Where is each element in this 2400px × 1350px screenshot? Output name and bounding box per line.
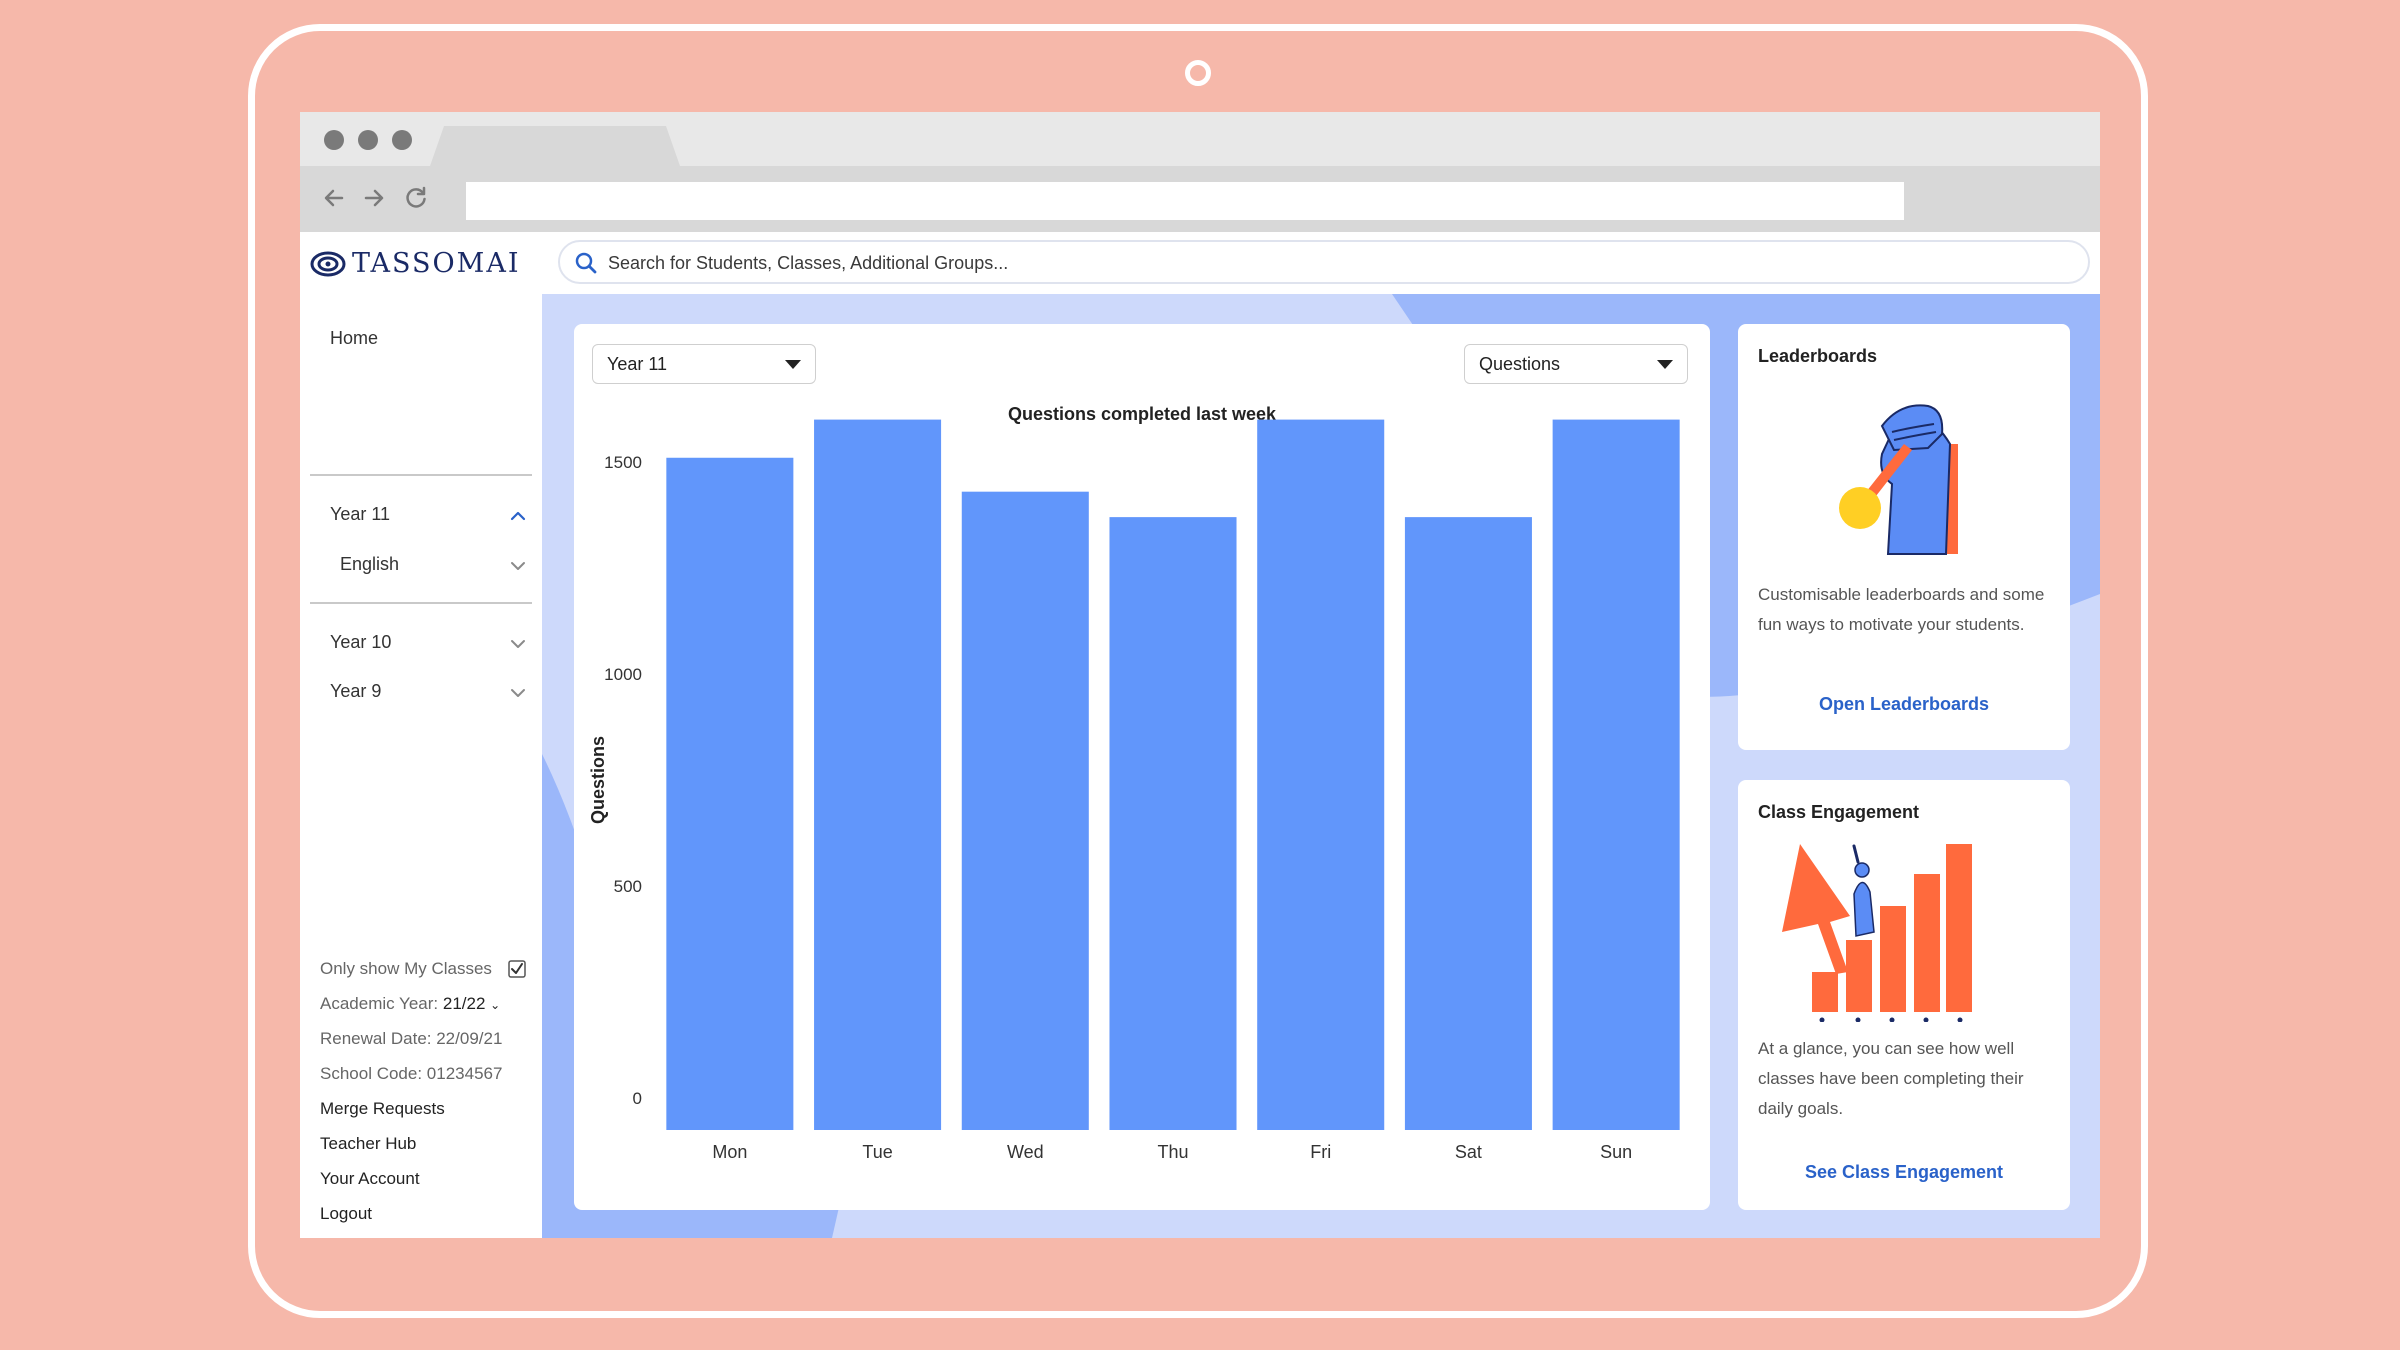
sidebar: TASSOMAI Home Year 11 English Year 10 Ye… xyxy=(300,232,542,1238)
sidebar-item-year-11[interactable]: Year 11 xyxy=(330,504,536,525)
chart-card: Year 11 Questions Questions completed la… xyxy=(574,324,1710,1210)
bar-tue xyxy=(814,419,942,1131)
x-tick-label: Sun xyxy=(1600,1142,1632,1162)
y-tick-label: 1500 xyxy=(604,453,642,472)
caret-down-icon xyxy=(785,360,801,369)
academic-year-value: 21/22 xyxy=(442,994,486,1013)
x-tick-label: Mon xyxy=(712,1142,747,1162)
y-tick-label: 500 xyxy=(614,877,642,896)
app-area: TASSOMAI Home Year 11 English Year 10 Ye… xyxy=(300,232,2100,1238)
only-my-classes-label: Only show My Classes xyxy=(320,959,492,978)
search-placeholder: Search for Students, Classes, Additional… xyxy=(608,253,1009,273)
tablet-frame xyxy=(248,24,2148,1318)
forward-arrow-icon[interactable] xyxy=(360,184,388,212)
bar-fri xyxy=(1257,419,1385,1131)
sidebar-item-label: Year 11 xyxy=(330,504,391,524)
metric-select-value: Questions xyxy=(1479,354,1561,374)
y-tick-label: 0 xyxy=(633,1089,642,1108)
window-maximize-dot[interactable] xyxy=(392,130,412,150)
metric-select[interactable]: Questions xyxy=(1464,344,1688,384)
address-bar[interactable] xyxy=(466,182,1904,220)
bar-wed xyxy=(961,491,1089,1130)
year-select-value: Year 11 xyxy=(607,354,668,374)
class-engagement-card: Class Engagement At xyxy=(1738,780,2070,1210)
sidebar-divider xyxy=(310,474,532,476)
back-arrow-icon[interactable] xyxy=(320,184,348,212)
logo-text: TASSOMAI xyxy=(352,248,521,279)
browser-titlebar xyxy=(300,112,2100,166)
leaderboards-description: Customisable leaderboards and some fun w… xyxy=(1758,585,2045,634)
y-axis-label: Questions xyxy=(588,736,608,824)
your-account-link[interactable]: Your Account xyxy=(320,1169,420,1188)
x-tick-label: Sat xyxy=(1455,1142,1482,1162)
tassomai-logo-icon xyxy=(310,251,346,276)
x-tick-label: Thu xyxy=(1157,1142,1188,1162)
y-tick-label: 1000 xyxy=(604,665,642,684)
window-minimize-dot[interactable] xyxy=(358,130,378,150)
chart-title: Questions completed last week xyxy=(1007,404,1277,424)
medal-fist-illustration xyxy=(1839,404,1958,555)
bar-mon xyxy=(666,457,794,1130)
chevron-down-icon: ⌄ xyxy=(490,998,501,1012)
browser-toolbar xyxy=(300,166,2100,232)
chevron-down-icon[interactable] xyxy=(508,634,528,654)
year-select[interactable]: Year 11 xyxy=(592,344,816,384)
bar-sun xyxy=(1552,419,1680,1131)
open-leaderboards-link[interactable]: Open Leaderboards xyxy=(1818,694,1990,714)
window-close-dot[interactable] xyxy=(324,130,344,150)
bar-sat xyxy=(1404,517,1532,1130)
bar-chart: 0 500 1000 1500 Questions Mon Tue Wed Thu Fri Sat S… xyxy=(588,419,1680,1162)
sidebar-item-english[interactable]: English xyxy=(340,554,400,574)
x-tick-label: Fri xyxy=(1310,1142,1331,1162)
academic-year-selector[interactable]: Academic Year: 21/22 ⌄ xyxy=(320,994,500,1014)
sidebar-item-year-9[interactable]: Year 9 xyxy=(330,681,382,701)
logo[interactable]: TASSOMAI xyxy=(310,248,521,279)
teacher-hub-link[interactable]: Teacher Hub xyxy=(320,1134,417,1153)
renewal-date: Renewal Date: 22/09/21 xyxy=(320,1029,503,1048)
sidebar-item-home[interactable]: Home xyxy=(330,328,379,348)
camera-icon xyxy=(1185,60,1211,86)
school-code: School Code: 01234567 xyxy=(320,1064,503,1083)
bar-thu xyxy=(1109,517,1237,1130)
class-engagement-title: Class Engagement xyxy=(1758,802,1920,822)
chevron-up-icon[interactable] xyxy=(508,506,528,526)
chevron-down-icon[interactable] xyxy=(508,683,528,703)
academic-year-label: Academic Year: xyxy=(320,994,439,1013)
leaderboards-card: Leaderboards Customisable leaderboards a… xyxy=(1738,324,2070,750)
main-content: Year 11 Questions Questions completed la… xyxy=(542,294,2100,1238)
search-icon xyxy=(575,252,597,274)
chevron-down-icon[interactable] xyxy=(508,556,528,576)
x-tick-label: Tue xyxy=(862,1142,892,1162)
browser-window: TASSOMAI Home Year 11 English Year 10 Ye… xyxy=(300,112,2100,1238)
see-class-engagement-link[interactable]: See Class Engagement xyxy=(1804,1162,2004,1182)
class-engagement-description: At a glance, you can see how well classe… xyxy=(1758,1039,2024,1118)
sidebar-item-year-10[interactable]: Year 10 xyxy=(330,632,392,652)
engagement-bars-illustration xyxy=(1782,844,1972,1022)
browser-tab[interactable] xyxy=(430,126,680,166)
reload-icon[interactable] xyxy=(402,184,430,212)
sidebar-divider xyxy=(310,602,532,604)
only-my-classes-checkbox[interactable] xyxy=(508,960,526,978)
x-tick-label: Wed xyxy=(1007,1142,1044,1162)
caret-down-icon xyxy=(1657,360,1673,369)
search-input[interactable]: Search for Students, Classes, Additional… xyxy=(558,240,2090,284)
merge-requests-link[interactable]: Merge Requests xyxy=(320,1099,445,1118)
logout-link[interactable]: Logout xyxy=(320,1204,372,1223)
leaderboards-title: Leaderboards xyxy=(1758,346,1878,366)
